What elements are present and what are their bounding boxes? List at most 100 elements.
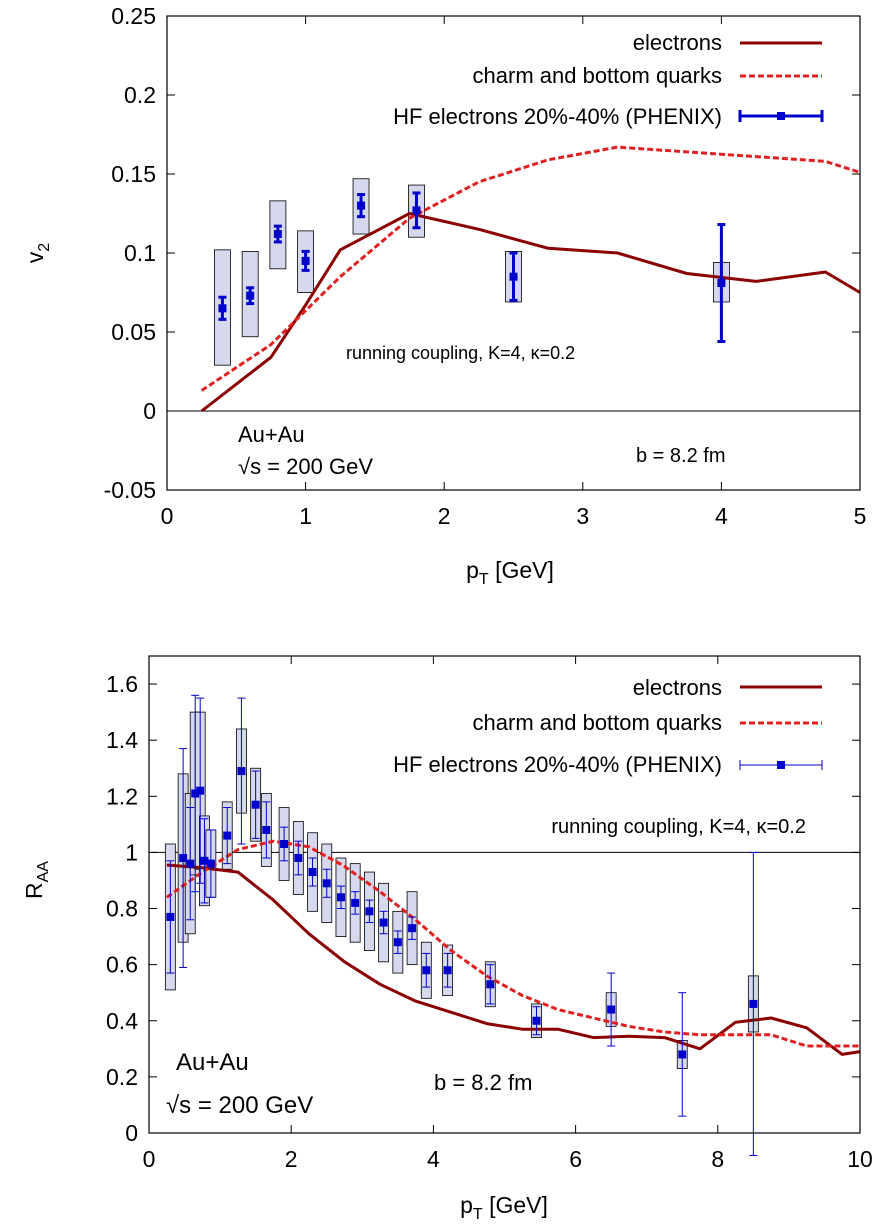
raa-data-marker <box>186 859 195 868</box>
v2-model-curves <box>200 145 861 413</box>
v2-ylabel-sub: 2 <box>36 243 53 252</box>
raa-xlabel-main: p <box>460 1192 473 1218</box>
v2-x-tick-label: 3 <box>576 503 589 529</box>
v2-data-marker <box>301 256 310 265</box>
v2-y-tick-labels: -0.05 0 0.05 0.1 0.15 0.2 0.25 <box>104 3 156 503</box>
v2-quarks-curve <box>200 145 861 392</box>
raa-data-marker <box>422 966 431 975</box>
v2-y-tick-label: 0.2 <box>124 82 156 108</box>
v2-model-annotation: running coupling, K=4, κ=0.2 <box>346 343 575 363</box>
raa-y-tick-label: 1.6 <box>106 671 138 697</box>
v2-x-tick-label: 4 <box>715 503 728 529</box>
raa-data-marker <box>262 825 271 834</box>
raa-data-marker <box>379 918 388 927</box>
v2-data-marker <box>246 291 255 300</box>
v2-y-tick-label: 0.1 <box>124 240 156 266</box>
raa-legend-phenix-label: HF electrons 20%-40% (PHENIX) <box>393 752 722 777</box>
raa-legend-quarks-label: charm and bottom quarks <box>473 710 722 735</box>
v2-impact-annotation: b = 8.2 fm <box>636 445 726 467</box>
raa-data-marker <box>322 879 331 888</box>
raa-data-marker <box>486 980 495 989</box>
raa-y-tick-label: 0.6 <box>106 952 138 978</box>
raa-y-tick-labels: 0 0.2 0.4 0.6 0.8 1 1.2 1.4 1.6 <box>106 671 138 1146</box>
raa-data-marker <box>749 999 758 1008</box>
raa-data-marker <box>408 924 417 933</box>
raa-data-marker <box>179 854 188 863</box>
v2-energy-annotation: √s = 200 GeV <box>238 454 373 479</box>
raa-x-tick-label: 10 <box>847 1146 873 1172</box>
v2-electrons-curve <box>200 212 861 413</box>
raa-y-axis-label: RAA <box>21 861 52 899</box>
v2-legend: electrons charm and bottom quarks HF ele… <box>393 30 824 129</box>
v2-y-tick-label: -0.05 <box>104 477 156 503</box>
raa-x-tick-label: 6 <box>569 1146 582 1172</box>
raa-legend-electrons-label: electrons <box>633 675 722 700</box>
v2-xlabel-rest: [GeV] <box>489 557 554 583</box>
raa-data-marker <box>443 966 452 975</box>
raa-x-tick-label: 8 <box>711 1146 724 1172</box>
raa-data-marker <box>365 907 374 916</box>
raa-ylabel-sub: AA <box>35 861 52 883</box>
raa-electrons-curve <box>166 863 861 1056</box>
raa-xlabel-rest: [GeV] <box>483 1192 548 1218</box>
raa-data-marker <box>166 912 175 921</box>
v2-y-tick-label: 0.05 <box>111 319 156 345</box>
v2-y-tick-label: 0.15 <box>111 161 156 187</box>
v2-plot-frame <box>166 15 861 491</box>
raa-y-tick-label: 1.2 <box>106 783 138 809</box>
raa-model-annotation: running coupling, K=4, κ=0.2 <box>551 816 806 838</box>
v2-xlabel-main: p <box>466 557 479 583</box>
raa-x-tick-label: 0 <box>143 1146 156 1172</box>
raa-axes-border <box>148 655 861 1134</box>
raa-data-marker <box>336 893 345 902</box>
raa-y-tick-label: 0.4 <box>106 1008 138 1034</box>
v2-legend-electrons-label: electrons <box>633 30 722 55</box>
raa-data-marker <box>678 1050 687 1059</box>
raa-y-tick-label: 0 <box>125 1120 138 1146</box>
v2-y-tick-label: 0.25 <box>111 3 156 29</box>
raa-impact-annotation: b = 8.2 fm <box>434 1070 532 1095</box>
raa-data-marker <box>393 938 402 947</box>
raa-xlabel-sub: T <box>473 1206 483 1223</box>
v2-system-annotation: Au+Au <box>238 422 305 447</box>
raa-data-marker <box>251 800 260 809</box>
raa-energy-annotation: √s = 200 GeV <box>166 1092 313 1119</box>
raa-data-marker <box>223 831 232 840</box>
v2-data-points <box>218 191 726 343</box>
raa-system-annotation: Au+Au <box>176 1049 249 1076</box>
v2-data-marker <box>717 279 726 288</box>
v2-data-marker <box>412 206 421 215</box>
raa-data-marker <box>206 859 215 868</box>
v2-x-tick-label: 5 <box>854 503 867 529</box>
v2-x-tick-label: 1 <box>299 503 312 529</box>
v2-data-marker <box>273 230 282 239</box>
raa-legend-phenix-marker <box>777 761 785 769</box>
v2-data-marker <box>509 272 518 281</box>
v2-y-axis-label: v2 <box>22 243 53 264</box>
raa-model-curves <box>165 839 861 1056</box>
v2-x-axis-label: pT [GeV] <box>466 557 554 588</box>
raa-data-marker <box>237 767 246 776</box>
raa-y-tick-label: 1 <box>125 839 138 865</box>
raa-data-marker <box>191 789 200 798</box>
v2-x-tick-label: 2 <box>438 503 451 529</box>
raa-data-marker <box>532 1016 541 1025</box>
raa-x-tick-label: 4 <box>427 1146 440 1172</box>
raa-data-marker <box>351 898 360 907</box>
v2-data-marker <box>218 304 227 313</box>
v2-data-marker <box>357 201 366 210</box>
raa-data-points <box>166 694 758 1156</box>
v2-ylabel-main: v <box>22 251 48 263</box>
raa-ylabel-main: R <box>21 882 47 899</box>
raa-data-marker <box>607 1005 616 1014</box>
v2-legend-quarks-label: charm and bottom quarks <box>473 63 722 88</box>
raa-y-tick-label: 0.8 <box>106 896 138 922</box>
raa-y-tick-label: 0.2 <box>106 1064 138 1090</box>
raa-x-tick-labels: 0 2 4 6 8 10 <box>143 1146 873 1172</box>
raa-x-tick-label: 2 <box>285 1146 298 1172</box>
raa-data-marker <box>280 839 289 848</box>
raa-y-tick-label: 1.4 <box>106 727 138 753</box>
raa-quarks-curve <box>165 839 860 1048</box>
